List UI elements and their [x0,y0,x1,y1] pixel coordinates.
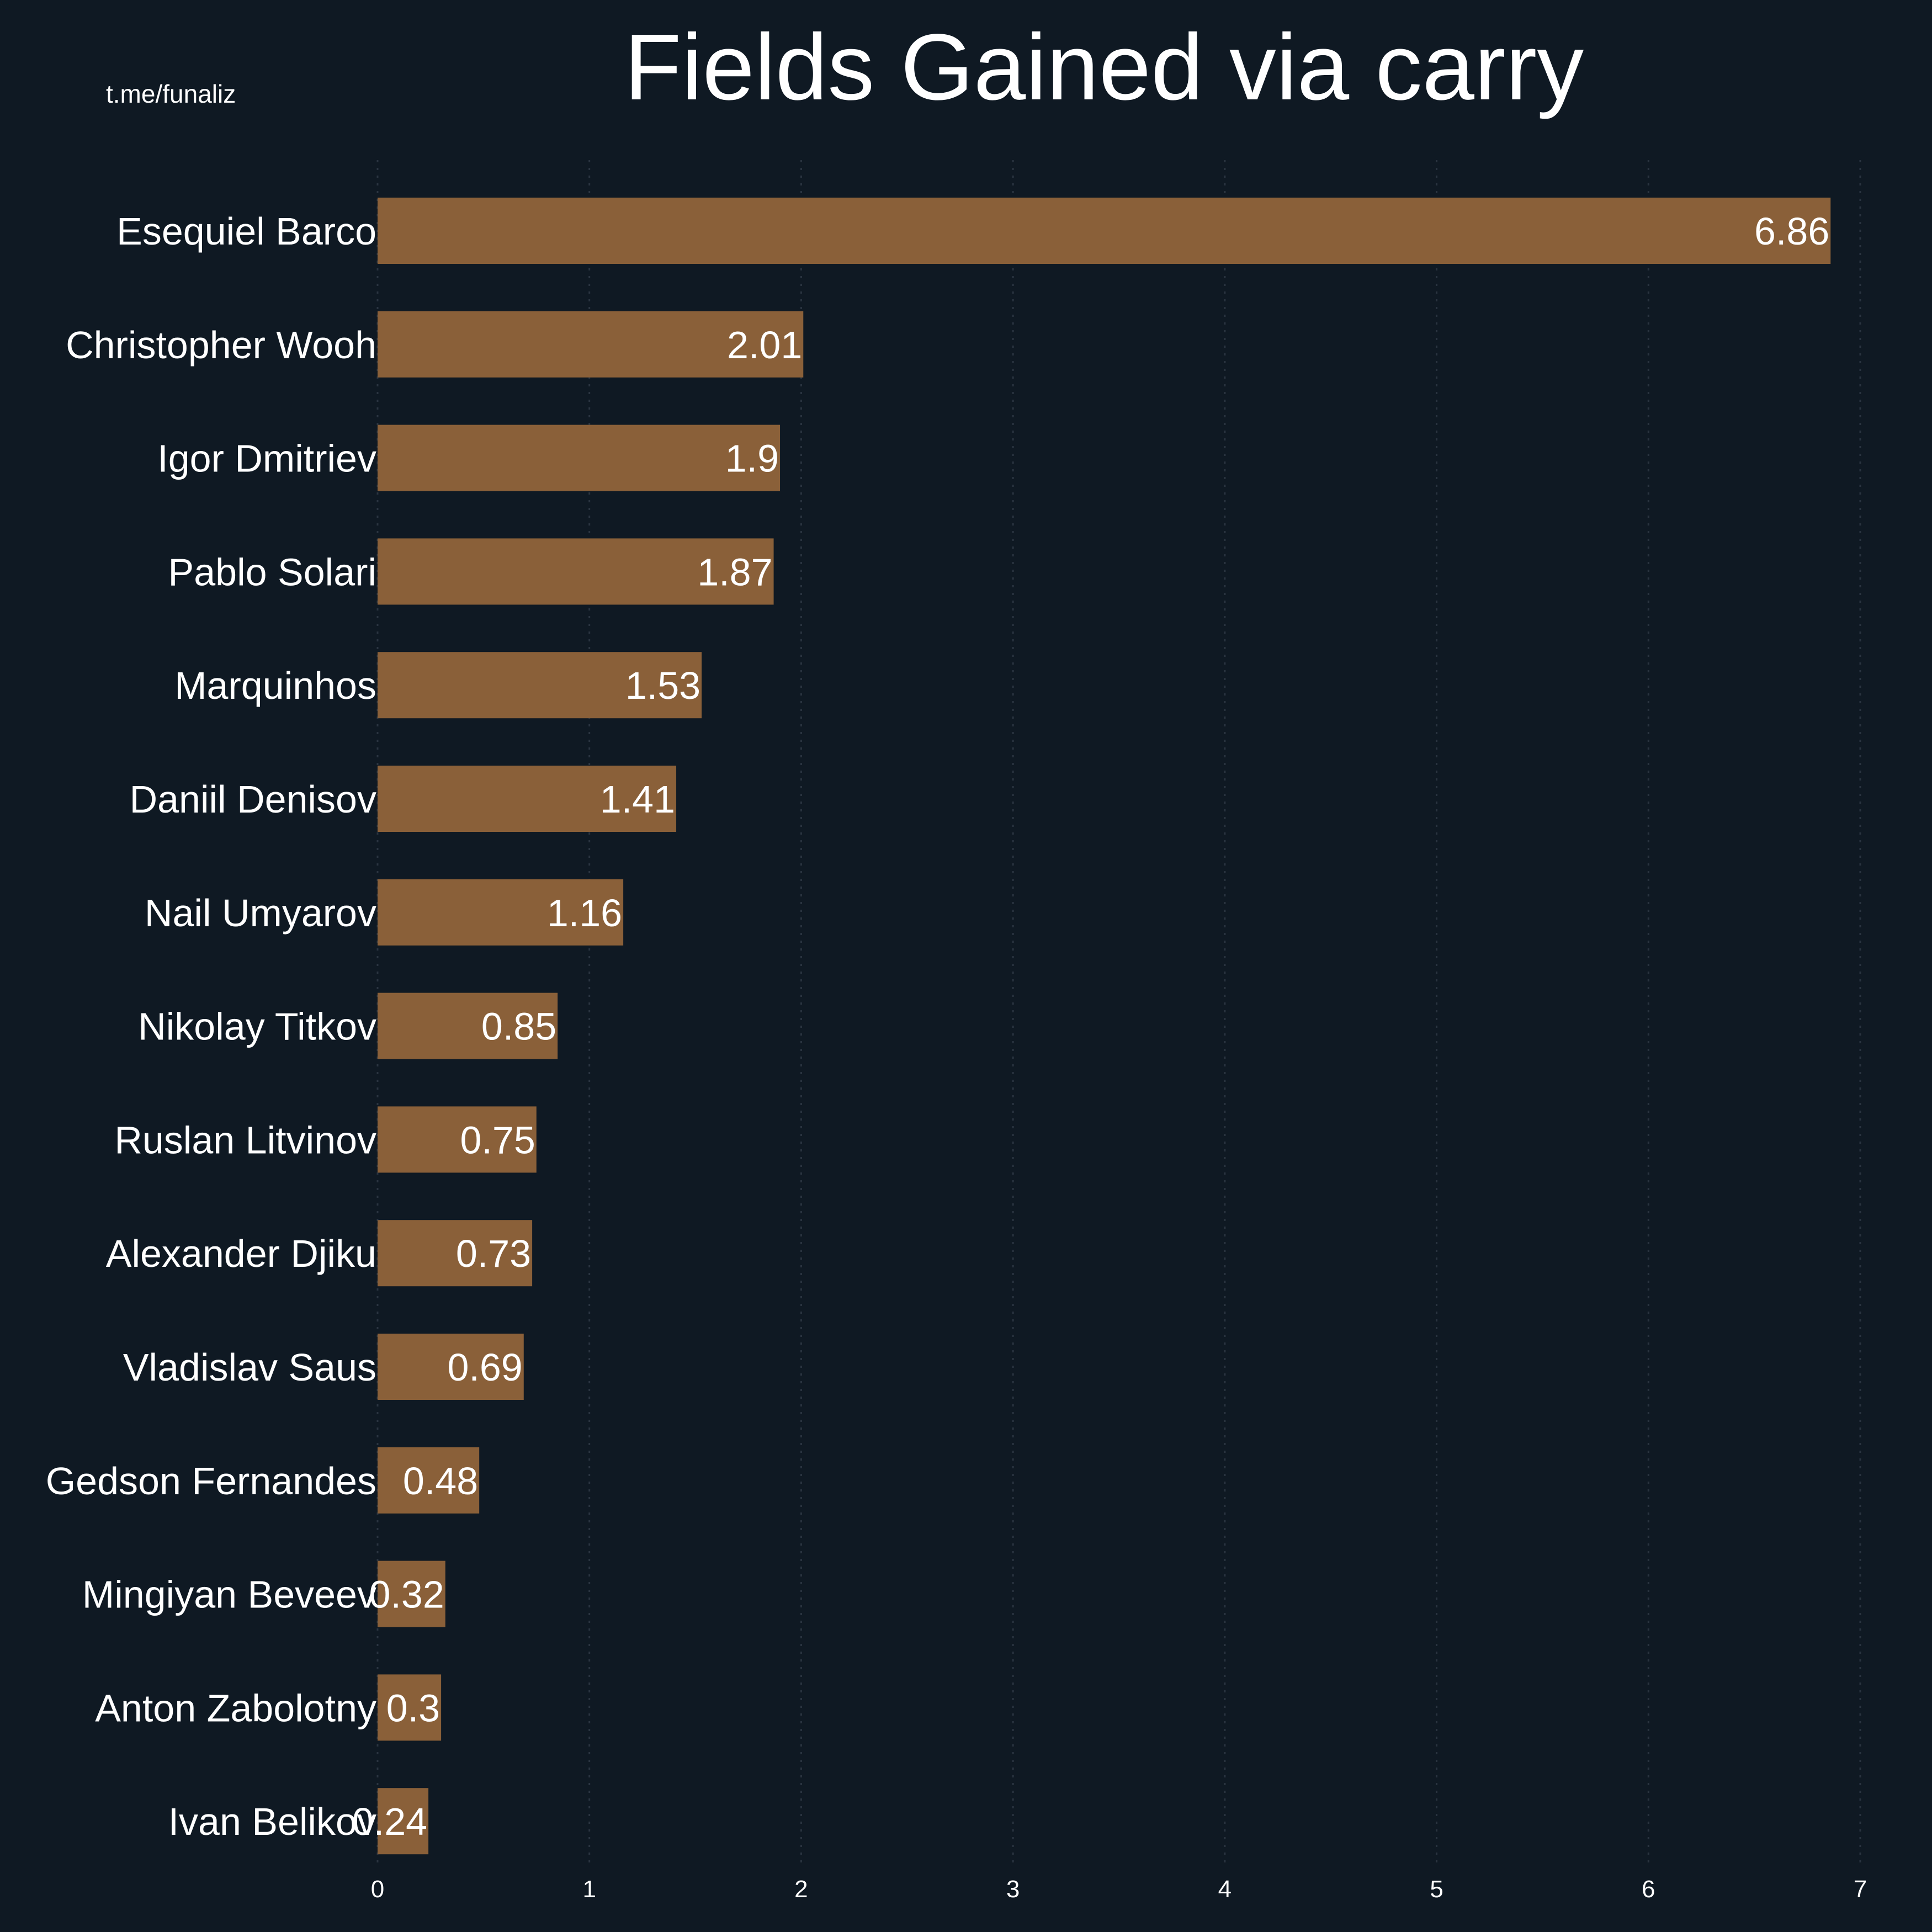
value-label: 1.53 [625,664,700,707]
value-label: 0.32 [369,1573,444,1616]
x-tick-label: 7 [1854,1876,1867,1903]
category-label: Nail Umyarov [145,891,376,935]
category-label: Nikolay Titkov [138,1005,376,1048]
value-label: 0.3 [386,1686,440,1729]
bar [378,1674,442,1741]
value-label: 0.75 [460,1118,535,1161]
bar [378,1788,429,1855]
bar [378,766,677,832]
category-label: Daniil Denisov [130,778,376,821]
category-label: Anton Zabolotny [95,1686,376,1729]
value-label: 2.01 [727,323,802,367]
value-label: 6.86 [1754,210,1829,253]
bar [378,311,804,378]
chart-title: Fields Gained via carry [624,15,1584,120]
bar [378,879,624,946]
category-label: Vladislav Saus [123,1346,376,1389]
category-label: Gedson Fernandes [46,1459,376,1503]
category-label: Pablo Solari [168,550,376,593]
bar [378,1334,524,1400]
bar [378,538,774,605]
value-label: 0.48 [403,1459,478,1503]
x-tick-label: 0 [371,1876,384,1903]
x-tick-label: 1 [582,1876,596,1903]
value-label: 1.9 [725,437,779,480]
value-label: 1.41 [600,778,675,821]
category-label: Esequiel Barco [116,210,376,253]
x-tick-label: 3 [1006,1876,1020,1903]
category-label: Christopher Wooh [66,323,376,367]
value-label: 0.85 [481,1005,556,1048]
grid-layer [376,160,1861,1866]
bar [378,424,781,491]
watermark: t.me/funaliz [106,79,236,108]
value-label: 0.24 [352,1800,427,1843]
x-tick-label: 4 [1218,1876,1232,1903]
x-tick-label: 6 [1642,1876,1655,1903]
value-label: 0.69 [448,1346,523,1389]
bars-layer: Esequiel Barco 6.86 Christopher Wooh 2.01 Ig… [46,198,1831,1855]
category-label: Marquinhos [174,664,376,707]
x-tick-label: 2 [794,1876,808,1903]
category-label: Ruslan Litvinov [114,1118,376,1161]
bar [378,1106,537,1173]
bar [378,1447,480,1514]
category-label: Alexander Djiku [106,1232,376,1275]
x-axis-ticks: 0 1 2 3 4 5 6 7 [371,1876,1867,1903]
x-tick-label: 5 [1430,1876,1443,1903]
category-label: Ivan Belikov [168,1800,376,1843]
bar [378,198,1831,264]
value-label: 1.16 [547,891,622,935]
value-label: 0.73 [456,1232,531,1275]
category-label: Mingiyan Beveev [82,1573,376,1616]
bar [378,992,558,1059]
bar [378,1561,445,1627]
category-label: Igor Dmitriev [157,437,376,480]
value-label: 1.87 [697,550,772,593]
bar [378,652,702,719]
bar [378,1220,533,1287]
